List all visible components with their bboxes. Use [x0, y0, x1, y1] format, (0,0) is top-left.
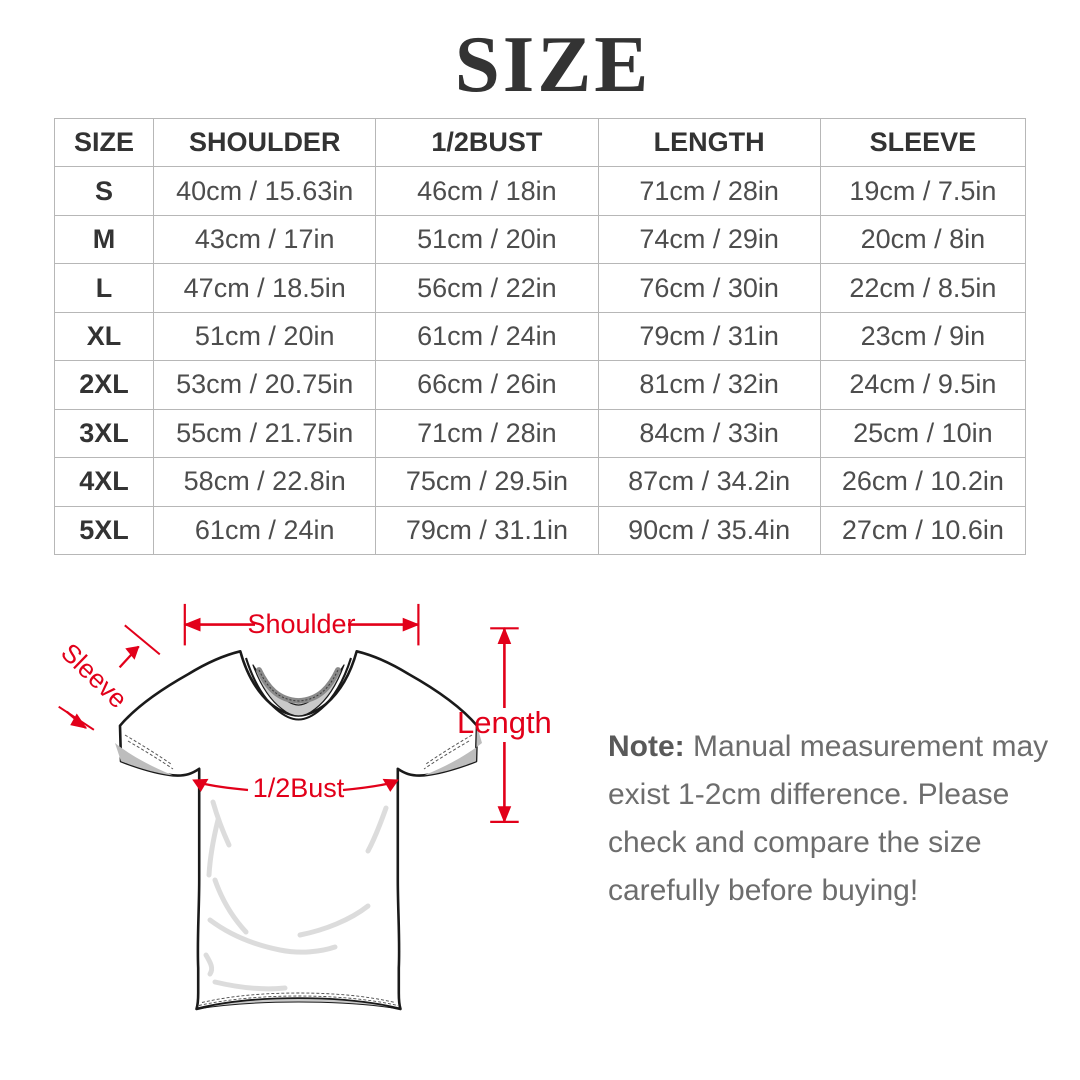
svg-text:1/2Bust: 1/2Bust [253, 773, 345, 803]
svg-text:Shoulder: Shoulder [247, 609, 355, 639]
svg-text:Sleeve: Sleeve [55, 637, 133, 714]
svg-text:Length: Length [457, 705, 552, 740]
